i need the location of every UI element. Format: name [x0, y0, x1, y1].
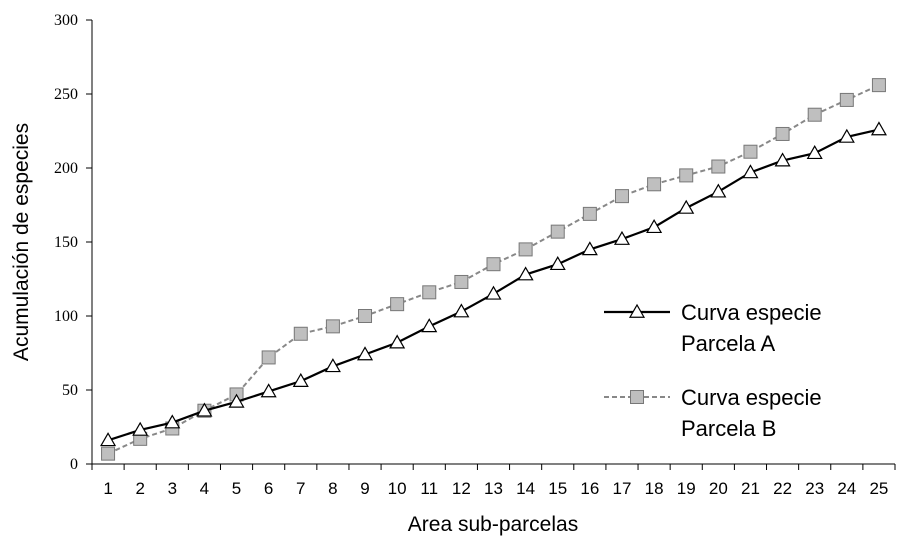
x-tick-label: 18 — [645, 479, 664, 498]
y-tick-label: 200 — [54, 160, 78, 177]
data-point — [324, 358, 341, 373]
data-point — [261, 350, 276, 365]
y-tick-label: 300 — [54, 12, 78, 29]
data-point — [101, 446, 116, 461]
x-tick-label: 14 — [516, 479, 535, 498]
y-axis-ticks: 0 50 100 150 200 250 300 — [54, 12, 92, 473]
x-tick-label: 4 — [200, 479, 209, 498]
legend: Curva especie Parcela A Curva especie Parce… — [604, 300, 822, 441]
x-tick-label: 21 — [741, 479, 760, 498]
data-point — [196, 402, 213, 417]
x-tick-label: 23 — [805, 479, 824, 498]
legend-marker — [630, 390, 644, 404]
data-point — [518, 242, 533, 257]
data-point — [358, 309, 373, 323]
data-point — [325, 319, 340, 334]
x-axis-ticks: 1 2 3 4 5 6 7 8 9 10 11 12 13 14 15 16 17 18 19 20 21 22 23 24 2… — [91, 464, 896, 498]
data-point — [647, 177, 662, 192]
x-tick-label: 11 — [420, 479, 438, 498]
y-tick-label: 250 — [54, 86, 78, 103]
x-tick-label: 5 — [232, 479, 241, 498]
y-tick-label: 0 — [70, 456, 78, 473]
data-point — [775, 126, 790, 141]
y-tick-label: 50 — [62, 382, 78, 399]
legend-item: Curva especie Parcela B — [604, 385, 822, 441]
x-tick-label: 16 — [580, 479, 599, 498]
series-layer — [100, 78, 887, 461]
x-tick-label: 22 — [773, 479, 792, 498]
data-point — [614, 189, 629, 204]
data-point — [260, 383, 277, 398]
data-point — [421, 318, 438, 333]
legend-label: Parcela A — [681, 331, 775, 356]
data-point — [742, 164, 759, 179]
x-tick-label: 19 — [677, 479, 696, 498]
x-tick-label: 1 — [103, 479, 112, 498]
data-point — [838, 128, 855, 143]
x-tick-label: 6 — [264, 479, 273, 498]
data-point — [485, 285, 502, 300]
legend-label: Parcela B — [681, 416, 776, 441]
data-point — [292, 372, 309, 387]
data-point — [390, 297, 405, 312]
data-point — [549, 255, 566, 271]
data-point — [807, 107, 822, 122]
x-axis-title: Area sub-parcelas — [408, 513, 578, 536]
data-point — [646, 218, 663, 234]
y-tick-label: 150 — [54, 234, 78, 251]
data-point — [774, 152, 791, 167]
x-tick-label: 25 — [869, 479, 888, 498]
x-tick-label: 8 — [328, 479, 337, 498]
x-tick-label: 9 — [360, 479, 369, 498]
data-point — [743, 144, 758, 159]
data-point — [871, 78, 886, 93]
data-point — [100, 432, 117, 447]
data-point — [356, 346, 374, 361]
x-tick-label: 10 — [388, 479, 407, 498]
y-tick-label: 100 — [54, 308, 78, 325]
data-point — [710, 183, 727, 198]
data-point — [293, 326, 308, 341]
x-tick-label: 7 — [296, 479, 305, 498]
data-point — [422, 285, 437, 300]
series-parcela-a — [100, 121, 887, 447]
legend-item: Curva especie Parcela A — [604, 300, 822, 356]
data-point — [581, 241, 598, 256]
x-tick-label: 12 — [452, 479, 471, 498]
data-point — [132, 421, 149, 436]
data-point — [613, 230, 631, 245]
x-tick-label: 2 — [135, 479, 144, 498]
data-point — [806, 144, 823, 160]
data-point — [550, 224, 565, 239]
data-point — [453, 303, 470, 318]
legend-marker — [628, 303, 646, 318]
data-point — [228, 393, 245, 408]
data-point — [678, 199, 695, 214]
x-tick-label: 15 — [548, 479, 567, 498]
data-point — [839, 92, 854, 107]
x-tick-label: 13 — [484, 479, 503, 498]
x-tick-label: 24 — [837, 479, 856, 498]
data-point — [164, 414, 181, 429]
data-point — [389, 334, 406, 349]
data-point — [870, 121, 887, 136]
x-tick-label: 3 — [168, 479, 177, 498]
data-point — [582, 206, 597, 221]
y-axis-title: Acumulación de especies — [10, 123, 33, 361]
data-point — [711, 159, 726, 174]
legend-label: Curva especie — [681, 385, 822, 410]
legend-label: Curva especie — [681, 300, 822, 325]
x-tick-label: 17 — [613, 479, 632, 498]
data-point — [679, 168, 694, 183]
data-point — [454, 274, 469, 289]
data-point — [486, 257, 501, 272]
data-point — [517, 266, 534, 281]
x-tick-label: 20 — [709, 479, 728, 498]
